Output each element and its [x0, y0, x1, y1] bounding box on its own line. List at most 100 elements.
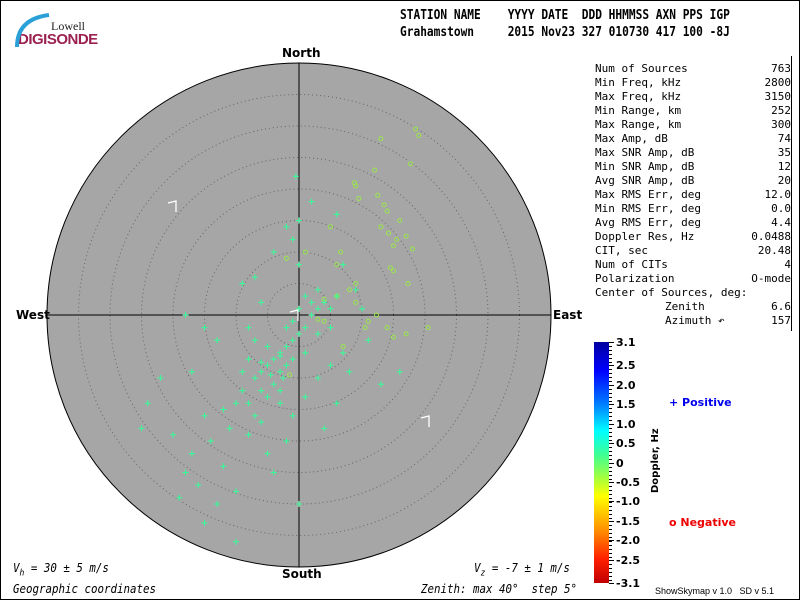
source-point-positive: [195, 482, 202, 489]
colorbar-minor-tick: [609, 408, 612, 410]
source-point-positive: [314, 305, 321, 312]
legend-positive: + Positive: [669, 396, 732, 409]
colorbar-tick-label: 2.0: [616, 378, 636, 392]
source-point-positive: [377, 381, 384, 388]
colorbar-minor-tick: [609, 420, 612, 421]
colorbar-minor-tick: [609, 474, 612, 476]
stat-label: Min RMS Err, deg: [595, 202, 701, 215]
label-east: East: [553, 308, 583, 322]
stat-value: 20.48: [757, 244, 791, 257]
colorbar-minor-tick: [609, 439, 612, 441]
stat-value: 763: [771, 62, 791, 75]
source-point-negative: [353, 281, 359, 286]
source-point-negative: [416, 132, 422, 138]
source-point-positive: [182, 312, 189, 318]
source-point-positive: [188, 368, 195, 375]
source-point-negative: [385, 230, 391, 236]
source-point-positive: [308, 312, 315, 318]
source-point-positive: [302, 393, 309, 400]
source-point-positive: [233, 488, 239, 495]
source-point-positive: [340, 261, 347, 268]
stat-value: O-mode: [751, 272, 791, 285]
colorbar-minor-tick: [609, 544, 612, 546]
colorbar-minor-tick: [609, 552, 612, 554]
source-point-positive: [314, 375, 321, 381]
center-azimuth-label: Azimuth ↶: [665, 314, 725, 327]
source-point-negative: [409, 246, 415, 252]
colorbar-minor-tick: [609, 505, 612, 507]
source-point-positive: [267, 371, 274, 378]
source-point-negative: [378, 136, 384, 142]
source-point-positive: [220, 406, 227, 413]
stat-label: CIT, sec: [595, 244, 648, 257]
colorbar-tick-label: 1.5: [616, 398, 636, 412]
source-point-positive: [270, 381, 277, 388]
colorbar-tick-label: -1.0: [616, 495, 641, 509]
source-point-positive: [264, 343, 271, 350]
source-point-negative: [391, 334, 396, 340]
colorbar-minor-tick: [609, 435, 612, 437]
legend-positive-label: Positive: [682, 396, 732, 409]
colorbar-tick-label: -0.5: [616, 475, 641, 489]
vz-readout: Vz = -7 ± 1 m/s: [474, 561, 570, 579]
stat-label: Min Range, km: [595, 104, 682, 117]
colorbar-tick: [609, 520, 614, 522]
center-title: Center of Sources, deg:: [595, 286, 748, 299]
source-point-negative: [338, 249, 344, 255]
stat-label: Max Freq, kHz: [595, 90, 682, 103]
source-point-positive: [296, 305, 302, 312]
coords-label: Geographic coordinates: [13, 582, 157, 596]
logo-lowell: Lowell: [51, 19, 85, 33]
source-point-negative: [405, 281, 411, 286]
stat-label: Doppler Res, Hz: [595, 230, 695, 243]
source-point-negative: [340, 344, 346, 349]
colorbar-minor-tick: [609, 459, 612, 460]
colorbar-minor-tick: [609, 517, 612, 519]
colorbar-tick-label: 2.5: [616, 359, 636, 373]
colorbar-minor-tick: [609, 377, 612, 379]
source-point-positive: [188, 450, 195, 457]
colorbar-minor-tick: [609, 556, 612, 558]
colorbar-tick: [609, 583, 614, 584]
source-point-positive: [182, 469, 189, 476]
colorbar-minor-tick: [609, 572, 612, 574]
source-point-positive: [138, 425, 145, 432]
stat-label: Num of CITs: [595, 258, 668, 271]
source-point-positive: [176, 494, 183, 501]
source-point-negative: [356, 195, 362, 201]
colorbar-tick-label: -2.5: [616, 553, 641, 567]
circle-icon: o: [669, 516, 681, 529]
source-point-positive: [270, 249, 277, 255]
source-point-positive: [302, 293, 309, 300]
source-point-positive: [264, 393, 271, 400]
source-point-positive: [277, 368, 284, 375]
source-point-positive: [283, 324, 290, 331]
source-point-negative: [413, 126, 419, 132]
colorbar-tick-label: 1.0: [616, 417, 636, 431]
source-point-positive: [233, 400, 239, 407]
stat-value: 74: [777, 132, 791, 145]
colorbar-tick-label: 0: [616, 456, 624, 470]
source-point-positive: [207, 438, 214, 444]
source-point-positive: [289, 412, 296, 419]
source-point-positive: [233, 538, 239, 545]
source-point-negative: [287, 372, 293, 378]
source-point-positive: [396, 368, 403, 375]
colorbar-tick-label: 0.5: [616, 437, 636, 451]
source-point-negative: [328, 224, 333, 230]
source-point-negative: [315, 316, 321, 322]
center-zenith-label: Zenith: [665, 300, 705, 313]
source-point-positive: [251, 375, 258, 381]
colorbar-minor-tick: [609, 564, 612, 566]
stat-label: Min SNR Amp, dB: [595, 160, 695, 173]
colorbar-minor-tick: [609, 423, 612, 425]
source-point-positive: [359, 305, 365, 312]
source-point-negative: [351, 180, 357, 186]
source-point-negative: [346, 287, 352, 293]
source-point-negative: [403, 331, 409, 337]
colorbar-tick: [609, 540, 614, 542]
stat-value: 12: [777, 160, 791, 173]
source-point-negative: [334, 262, 340, 268]
colorbar-minor-tick: [609, 560, 612, 562]
source-point-positive: [314, 286, 321, 293]
